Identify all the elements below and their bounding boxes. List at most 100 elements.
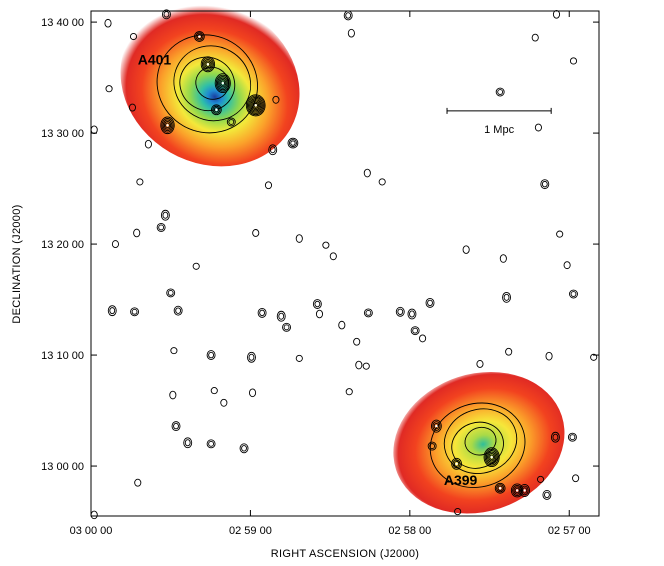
radio-source-contour <box>363 308 373 318</box>
radio-source-core <box>515 489 519 492</box>
radio-source-contour <box>363 168 371 178</box>
radio-source-contour <box>397 308 404 315</box>
radio-source-contour <box>412 327 419 334</box>
radio-source-contour <box>251 100 261 111</box>
radio-source-contour <box>427 441 437 451</box>
radio-source-contour <box>541 180 548 188</box>
radio-source-contour <box>213 107 220 113</box>
radio-source-contour <box>510 483 524 498</box>
radio-source-contour <box>215 74 230 92</box>
radio-source-contour <box>169 390 177 400</box>
radio-source-contour <box>220 80 226 86</box>
radio-source-contour <box>569 57 578 65</box>
radio-source-contour <box>161 118 174 133</box>
radio-source-contour <box>162 119 173 132</box>
scale-bar-label: 1 Mpc <box>484 124 514 136</box>
radio-source-contour <box>503 293 510 301</box>
cluster-label-a401: A401 <box>138 51 172 67</box>
radio-source-core <box>523 489 526 492</box>
radio-source-contour <box>192 262 200 270</box>
radio-source-contour <box>451 457 462 470</box>
radio-source-contour <box>590 353 598 361</box>
radio-source-core <box>490 455 493 459</box>
radio-source-contour <box>252 229 260 237</box>
radio-source-contour <box>494 482 506 494</box>
axis-ticks <box>90 11 599 516</box>
radio-source-core <box>166 124 169 127</box>
radio-source-contour <box>196 33 203 40</box>
radio-source-contour <box>429 443 436 449</box>
radio-source-contour <box>269 146 276 154</box>
radio-source-contour <box>497 89 504 95</box>
radio-source-contour <box>488 453 496 462</box>
radio-source-contour <box>484 448 499 466</box>
radio-source-contour <box>183 437 193 449</box>
radio-source-contour <box>365 309 372 316</box>
radio-source-contour <box>211 104 222 116</box>
radio-source-contour <box>521 487 528 494</box>
radio-source-contour <box>454 508 462 516</box>
radio-source-contour <box>489 454 494 460</box>
radio-source-contour <box>257 307 267 318</box>
radio-source-contour <box>427 299 433 307</box>
x-axis-title: RIGHT ASCENSION (J2000) <box>271 548 420 560</box>
cluster-contour-a399 <box>443 408 518 474</box>
radio-source-contour <box>160 116 175 135</box>
radio-source-contour <box>345 12 352 19</box>
radio-source-core <box>498 487 502 490</box>
radio-source-core <box>206 63 210 66</box>
radio-source-contour <box>184 439 191 447</box>
radio-source-contour <box>90 125 98 135</box>
x-tick-label: 03 00 00 <box>70 525 113 537</box>
radio-source-contour <box>355 360 363 370</box>
radio-source-contour <box>409 310 415 318</box>
radio-source-contour <box>495 87 505 97</box>
radio-source-contour <box>248 388 257 398</box>
radio-source-contour <box>505 347 513 356</box>
radio-source-contour <box>200 56 216 73</box>
radio-source-contour <box>144 139 152 149</box>
radio-source-contour <box>419 334 427 343</box>
radio-source-contour <box>241 445 247 452</box>
x-tick-label: 02 59 00 <box>229 525 272 537</box>
radio-source-contour <box>249 98 263 113</box>
radio-source-contour <box>204 60 212 69</box>
radio-source-contour <box>483 447 500 468</box>
y-tick-label: 13 40 00 <box>41 17 84 29</box>
radio-source-core <box>254 104 257 107</box>
radio-source-contour <box>226 117 236 127</box>
radio-source-contour <box>499 254 507 263</box>
radio-source-contour <box>353 337 361 346</box>
radio-source-core <box>455 462 458 466</box>
radio-source-contour <box>105 85 113 93</box>
radio-source-contour <box>170 347 178 355</box>
cluster-label-a399: A399 <box>444 472 478 488</box>
radio-source-contour <box>432 421 441 431</box>
radio-source-contour <box>520 485 529 496</box>
radio-source-contour <box>322 241 330 249</box>
radio-source-contour <box>519 483 530 497</box>
radio-source-contour <box>345 388 353 396</box>
radio-source-contour <box>550 431 560 443</box>
radio-source-contour <box>173 305 183 316</box>
radio-source-contour <box>130 307 140 317</box>
radio-source-contour <box>250 99 262 112</box>
cluster-contour-a401 <box>156 34 258 134</box>
radio-source-contour <box>220 398 228 407</box>
radio-source-contour <box>210 387 218 395</box>
radio-source-contour <box>536 475 545 483</box>
radio-source-contour <box>171 421 181 432</box>
radio-source-contour <box>163 11 170 18</box>
radio-source-contour <box>228 119 235 125</box>
radio-source-contour <box>245 94 266 117</box>
radio-source-contour <box>572 474 580 483</box>
radio-source-contour <box>410 326 420 336</box>
radio-source-contour <box>195 32 204 41</box>
radio-source-contour <box>531 33 539 42</box>
radio-source-contour <box>167 290 174 296</box>
radio-source-core <box>215 108 218 111</box>
radio-source-contour <box>502 291 511 303</box>
radio-source-contour <box>246 95 265 116</box>
radio-source-contour <box>212 105 221 114</box>
radio-source-contour <box>206 439 216 449</box>
